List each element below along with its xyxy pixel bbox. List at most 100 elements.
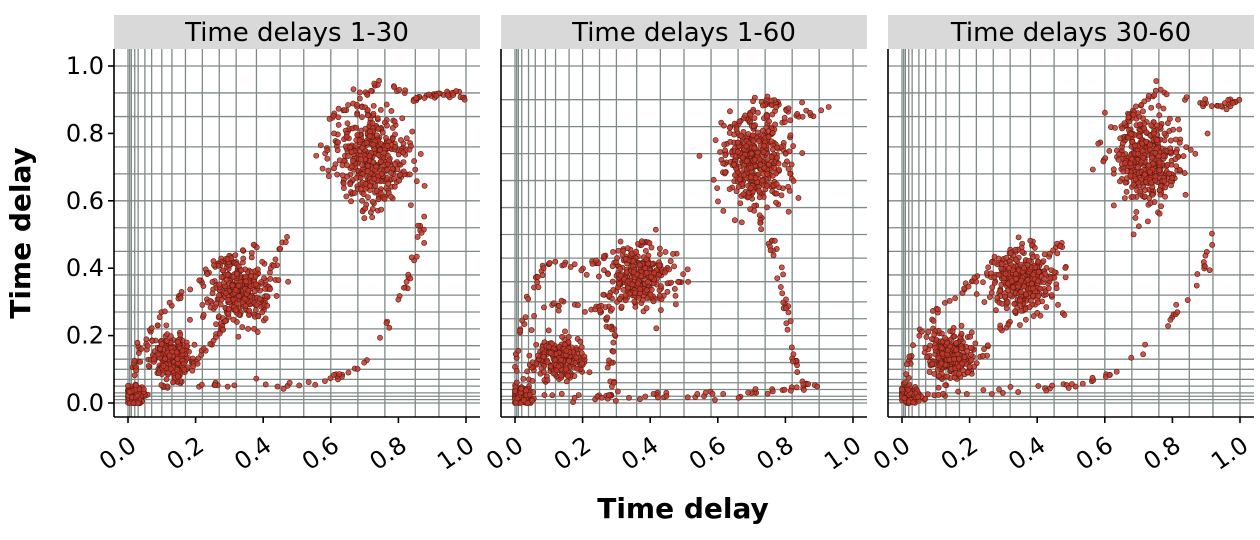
data-point [399,115,406,122]
data-point [757,220,764,226]
data-point [642,265,649,272]
data-point [717,149,723,155]
data-point [230,316,237,323]
data-point [360,191,367,198]
data-point [179,347,186,354]
data-point [209,279,216,285]
data-point [1023,291,1029,298]
data-point [401,284,407,291]
data-point [160,363,167,369]
data-point [779,290,786,297]
data-point [1026,304,1033,311]
data-point [378,206,385,213]
data-point [156,314,163,321]
data-point [396,177,402,184]
data-point [1032,264,1039,271]
data-point [694,390,701,397]
y-axis-title: Time delay [4,147,37,319]
data-point [931,331,938,338]
data-point [512,399,519,406]
data-point [369,205,376,212]
data-point [672,292,679,299]
data-point [251,325,257,332]
data-point [1049,382,1056,389]
data-point [313,152,320,159]
data-point [1176,126,1183,133]
data-point [938,360,945,367]
data-point [461,96,468,103]
data-point [539,272,546,279]
data-point [935,384,942,391]
data-point [296,382,303,389]
data-point [1135,164,1141,171]
data-point [163,337,170,344]
data-point [407,202,414,208]
data-point [1021,265,1027,271]
data-point [715,198,721,205]
data-point [807,109,813,116]
data-point [277,245,284,252]
data-point [951,356,957,363]
data-point [612,397,619,404]
data-point [558,297,565,304]
data-point [598,394,605,401]
x-tick-label: 0.2 [549,431,596,476]
data-point [825,104,832,110]
data-points [125,77,468,406]
data-point [369,120,376,127]
data-point [1123,188,1130,195]
data-point [233,300,240,307]
data-point [742,112,749,119]
data-point [795,195,802,201]
data-point [747,185,754,191]
data-point [1043,304,1050,310]
data-point [764,204,770,211]
data-point [563,378,570,385]
data-point [359,144,366,151]
data-point [1089,166,1096,173]
data-point [235,293,242,300]
data-point [529,359,536,366]
x-tick-label: 0.8 [1139,431,1186,476]
data-point [1172,136,1179,143]
data-point [787,132,794,139]
data-point [1175,116,1181,123]
data-point [629,281,636,288]
data-point [642,393,649,400]
data-point [777,284,784,290]
data-point [170,379,176,386]
y-tick-label: 0.6 [66,187,104,215]
data-point [720,160,727,167]
data-point [995,255,1002,262]
data-point [901,395,908,402]
data-point [1209,230,1215,237]
data-point [335,139,341,146]
data-point [662,269,668,276]
data-point [955,363,962,370]
data-point [773,104,780,110]
data-point [421,182,428,189]
data-point [370,141,377,148]
x-tick-label: 1.0 [1206,431,1253,476]
data-point [391,175,397,182]
data-point [220,326,227,333]
data-point [238,267,245,274]
data-point [722,169,729,176]
data-point [386,324,393,331]
data-point [757,161,764,168]
data-point [134,339,141,346]
data-point [1018,277,1025,284]
data-point [744,158,750,164]
data-point [1145,93,1152,99]
data-point [550,300,557,307]
data-point [517,327,523,334]
data-point [527,391,533,398]
data-point [370,159,377,166]
data-point [924,391,931,398]
data-point [578,344,585,351]
data-point [137,358,144,365]
data-point [1119,125,1125,132]
data-point [662,249,669,255]
data-point [755,138,762,144]
data-point [721,141,728,148]
